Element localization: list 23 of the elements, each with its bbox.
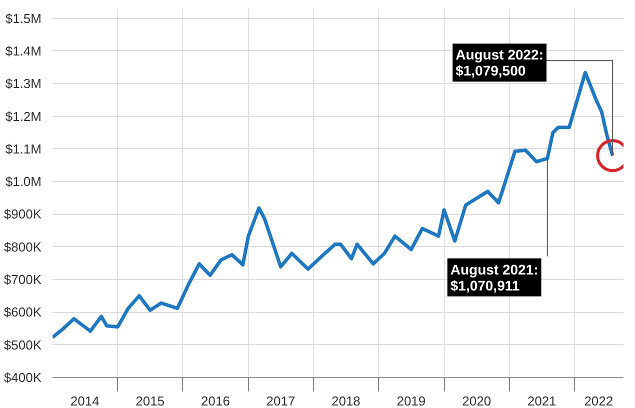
- y-tick-label: $1.4M: [5, 43, 42, 58]
- x-tick-label: 2017: [266, 394, 296, 408]
- y-tick-label: $500K: [4, 337, 42, 352]
- x-tick-label: 2019: [396, 394, 426, 408]
- y-tick-label: $1.5M: [5, 10, 42, 26]
- x-tick-label: 2015: [136, 394, 165, 408]
- y-tick-label: $1.1M: [5, 141, 42, 156]
- y-tick-label: $1.0M: [5, 174, 42, 190]
- x-tick-label: 2022: [584, 394, 614, 408]
- y-tick-label: $1.2M: [5, 108, 42, 124]
- x-tick-label: 2016: [201, 394, 230, 408]
- annotation: August 2021: $1,070,911: [450, 261, 538, 294]
- x-tick-label: 2018: [331, 394, 360, 408]
- y-tick-label: $600K: [4, 304, 42, 320]
- y-tick-label: $400K: [4, 370, 42, 385]
- y-tick-label: $1.3M: [5, 76, 42, 92]
- y-tick-label: $700K: [4, 272, 42, 288]
- annotation: August 2022: $1,079,500: [456, 46, 544, 79]
- x-tick-label: 2014: [70, 394, 100, 408]
- x-tick-label: 2020: [462, 394, 492, 408]
- y-tick-label: $800K: [4, 239, 42, 254]
- x-tick-label: 2021: [527, 394, 556, 408]
- y-tick-label: $900K: [4, 206, 42, 222]
